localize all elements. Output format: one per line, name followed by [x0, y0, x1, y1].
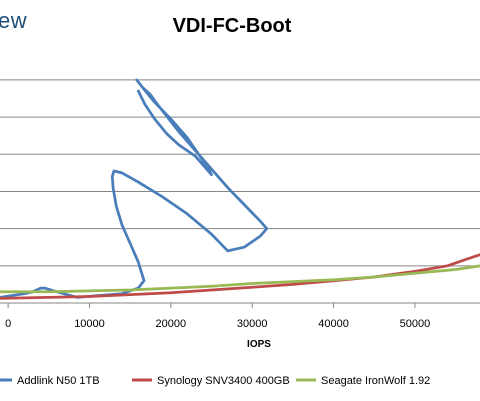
series-line-2 — [0, 253, 480, 300]
legend: Addlink N50 1TB Synology SNV3400 400GB Sea… — [0, 375, 430, 387]
x-axis-ticks: 0 10000 20000 30000 40000 50000 — [5, 303, 430, 330]
x-tick-label-40000: 40000 — [318, 318, 349, 330]
x-tick-label-50000: 50000 — [400, 318, 431, 330]
legend-label-2: Synology SNV3400 400GB — [157, 375, 290, 387]
series-line-1 — [0, 78, 269, 299]
series-line-3 — [0, 264, 480, 294]
corner-brand-text: ew — [0, 8, 28, 33]
x-tick-label-10000: 10000 — [74, 318, 105, 330]
chart-title: VDI-FC-Boot — [173, 15, 292, 37]
legend-label-1: Addlink N50 1TB — [17, 375, 100, 387]
x-tick-label-20000: 20000 — [156, 318, 187, 330]
legend-label-3: Seagate IronWolf 1.92 — [321, 375, 430, 387]
x-axis-title: IOPS — [247, 339, 271, 350]
x-tick-label-30000: 30000 — [237, 318, 268, 330]
plot-series — [0, 78, 480, 300]
gridlines — [0, 79, 480, 267]
x-tick-label-0: 0 — [5, 318, 11, 330]
